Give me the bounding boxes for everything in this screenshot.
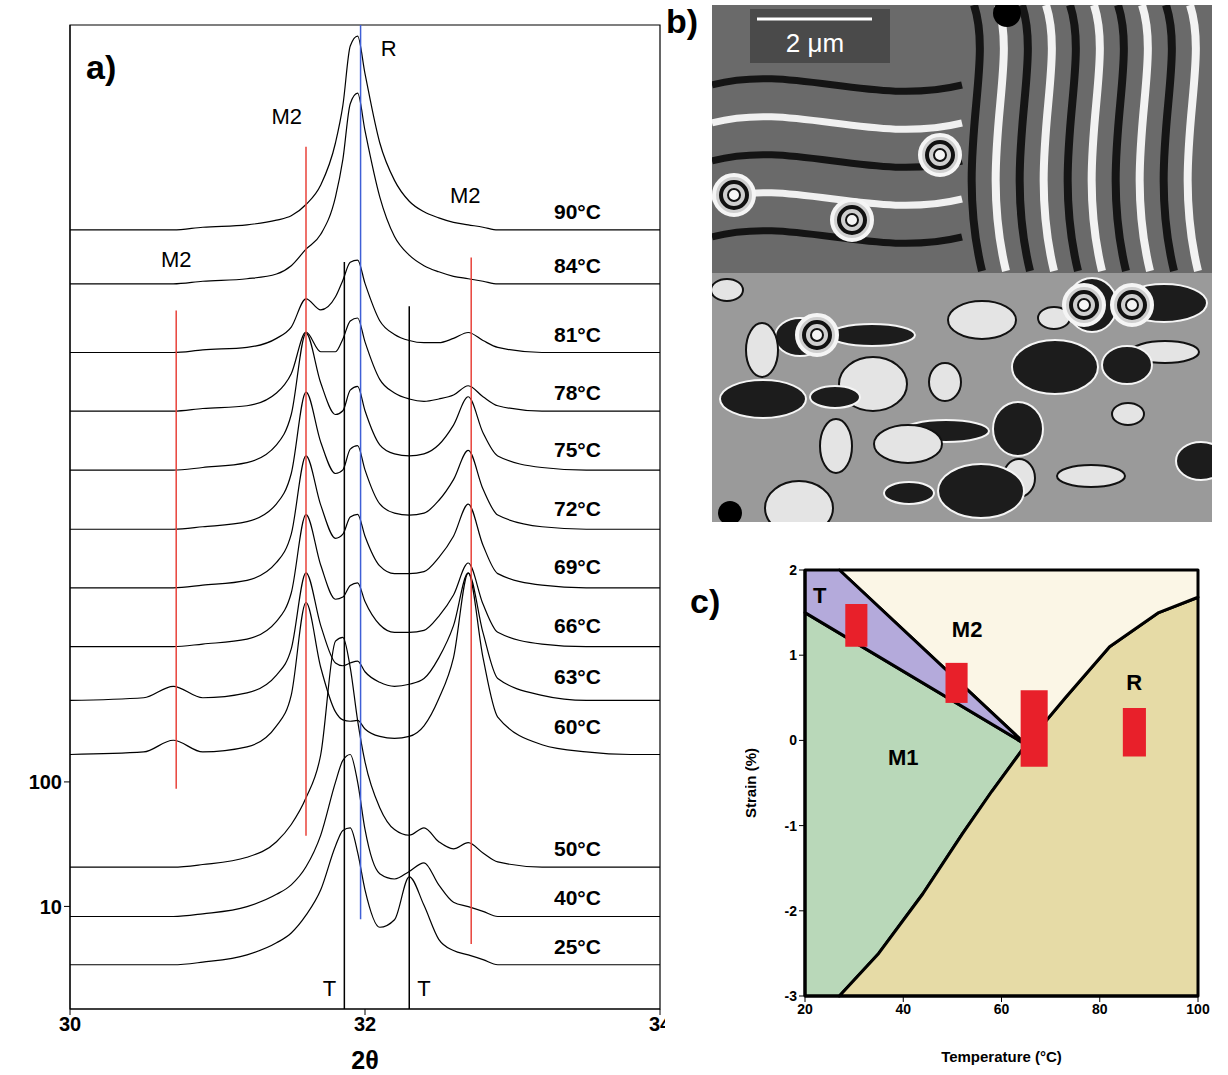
svg-text:90°C: 90°C	[554, 200, 601, 223]
svg-text:40°C: 40°C	[554, 886, 601, 909]
svg-text:M2: M2	[450, 183, 481, 208]
svg-text:T: T	[323, 976, 336, 1001]
svg-text:40: 40	[895, 1001, 911, 1017]
svg-text:2 μm: 2 μm	[786, 28, 844, 58]
svg-text:34: 34	[649, 1013, 665, 1035]
svg-text:20: 20	[797, 1001, 813, 1017]
svg-text:0: 0	[789, 732, 797, 748]
svg-text:84°C: 84°C	[554, 254, 601, 277]
svg-text:R: R	[381, 36, 397, 61]
svg-text:-2: -2	[785, 903, 798, 919]
svg-text:M2: M2	[952, 617, 983, 642]
svg-text:2θ: 2θ	[351, 1046, 378, 1074]
svg-text:66°C: 66°C	[554, 614, 601, 637]
svg-text:1: 1	[789, 647, 797, 663]
html-text:a): a)	[86, 48, 117, 86]
svg-text:M1: M1	[888, 745, 919, 770]
svg-text:10: 10	[40, 896, 62, 918]
svg-text:-1: -1	[785, 818, 798, 834]
svg-text:72°C: 72°C	[554, 497, 601, 520]
svg-text:63°C: 63°C	[554, 665, 601, 688]
svg-text:75°C: 75°C	[554, 438, 601, 461]
svg-text:R: R	[1126, 670, 1142, 695]
svg-text:T: T	[417, 976, 430, 1001]
svg-text:-3: -3	[785, 988, 798, 1004]
svg-text:Temperature (°C): Temperature (°C)	[941, 1048, 1062, 1065]
svg-text:81°C: 81°C	[554, 323, 601, 346]
svg-text:Strain (%): Strain (%)	[745, 748, 759, 818]
svg-text:T: T	[813, 583, 827, 608]
svg-text:50°C: 50°C	[554, 837, 601, 860]
svg-text:30: 30	[59, 1013, 81, 1035]
svg-text:32: 32	[354, 1013, 376, 1035]
svg-text:100: 100	[29, 771, 62, 793]
svg-text:60: 60	[994, 1001, 1010, 1017]
svg-text:60°C: 60°C	[554, 715, 601, 738]
svg-text:80: 80	[1092, 1001, 1108, 1017]
svg-text:69°C: 69°C	[554, 555, 601, 578]
svg-text:25°C: 25°C	[554, 935, 601, 958]
svg-text:100: 100	[1186, 1001, 1210, 1017]
html-text:b): b)	[666, 2, 699, 40]
svg-text:M2: M2	[161, 247, 192, 272]
svg-text:78°C: 78°C	[554, 381, 601, 404]
svg-text:M2: M2	[272, 104, 303, 129]
html-text:c): c)	[690, 582, 721, 620]
svg-text:2: 2	[789, 562, 797, 578]
